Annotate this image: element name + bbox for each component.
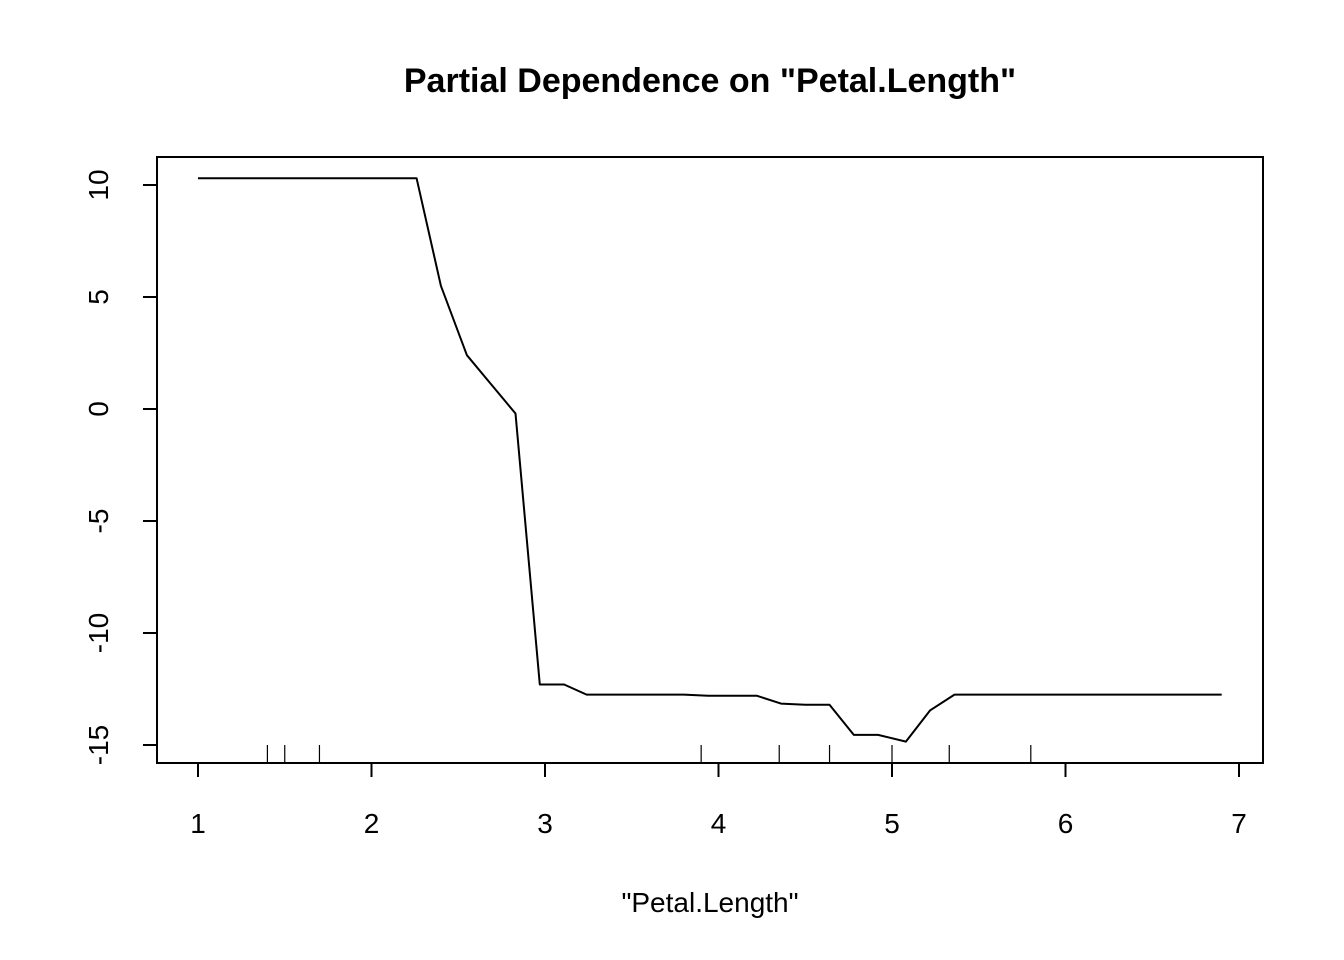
series-line [198, 177, 1222, 743]
y-tick-label: 10 [83, 169, 114, 200]
y-tick-label: 5 [83, 289, 114, 305]
x-tick-label: 4 [711, 808, 727, 839]
x-tick-label: 7 [1231, 808, 1247, 839]
y-tick-label: 0 [83, 401, 114, 417]
chart-title: Partial Dependence on "Petal.Length" [404, 62, 1016, 100]
x-tick-label: 5 [884, 808, 900, 839]
x-axis-label: "Petal.Length" [621, 887, 798, 918]
plot-frame [156, 156, 1264, 764]
rug-marks [266, 745, 1032, 763]
x-tick-label: 3 [537, 808, 553, 839]
y-tick-label: -10 [83, 613, 114, 653]
x-axis: 1 2 3 4 5 6 7 [190, 762, 1247, 839]
y-tick-label: -15 [83, 725, 114, 765]
x-tick-label: 6 [1058, 808, 1074, 839]
x-tick-label: 1 [190, 808, 206, 839]
x-tick-label: 2 [364, 808, 380, 839]
y-tick-label: -5 [83, 509, 114, 534]
y-axis: -15 -10 -5 0 5 10 [83, 169, 158, 765]
